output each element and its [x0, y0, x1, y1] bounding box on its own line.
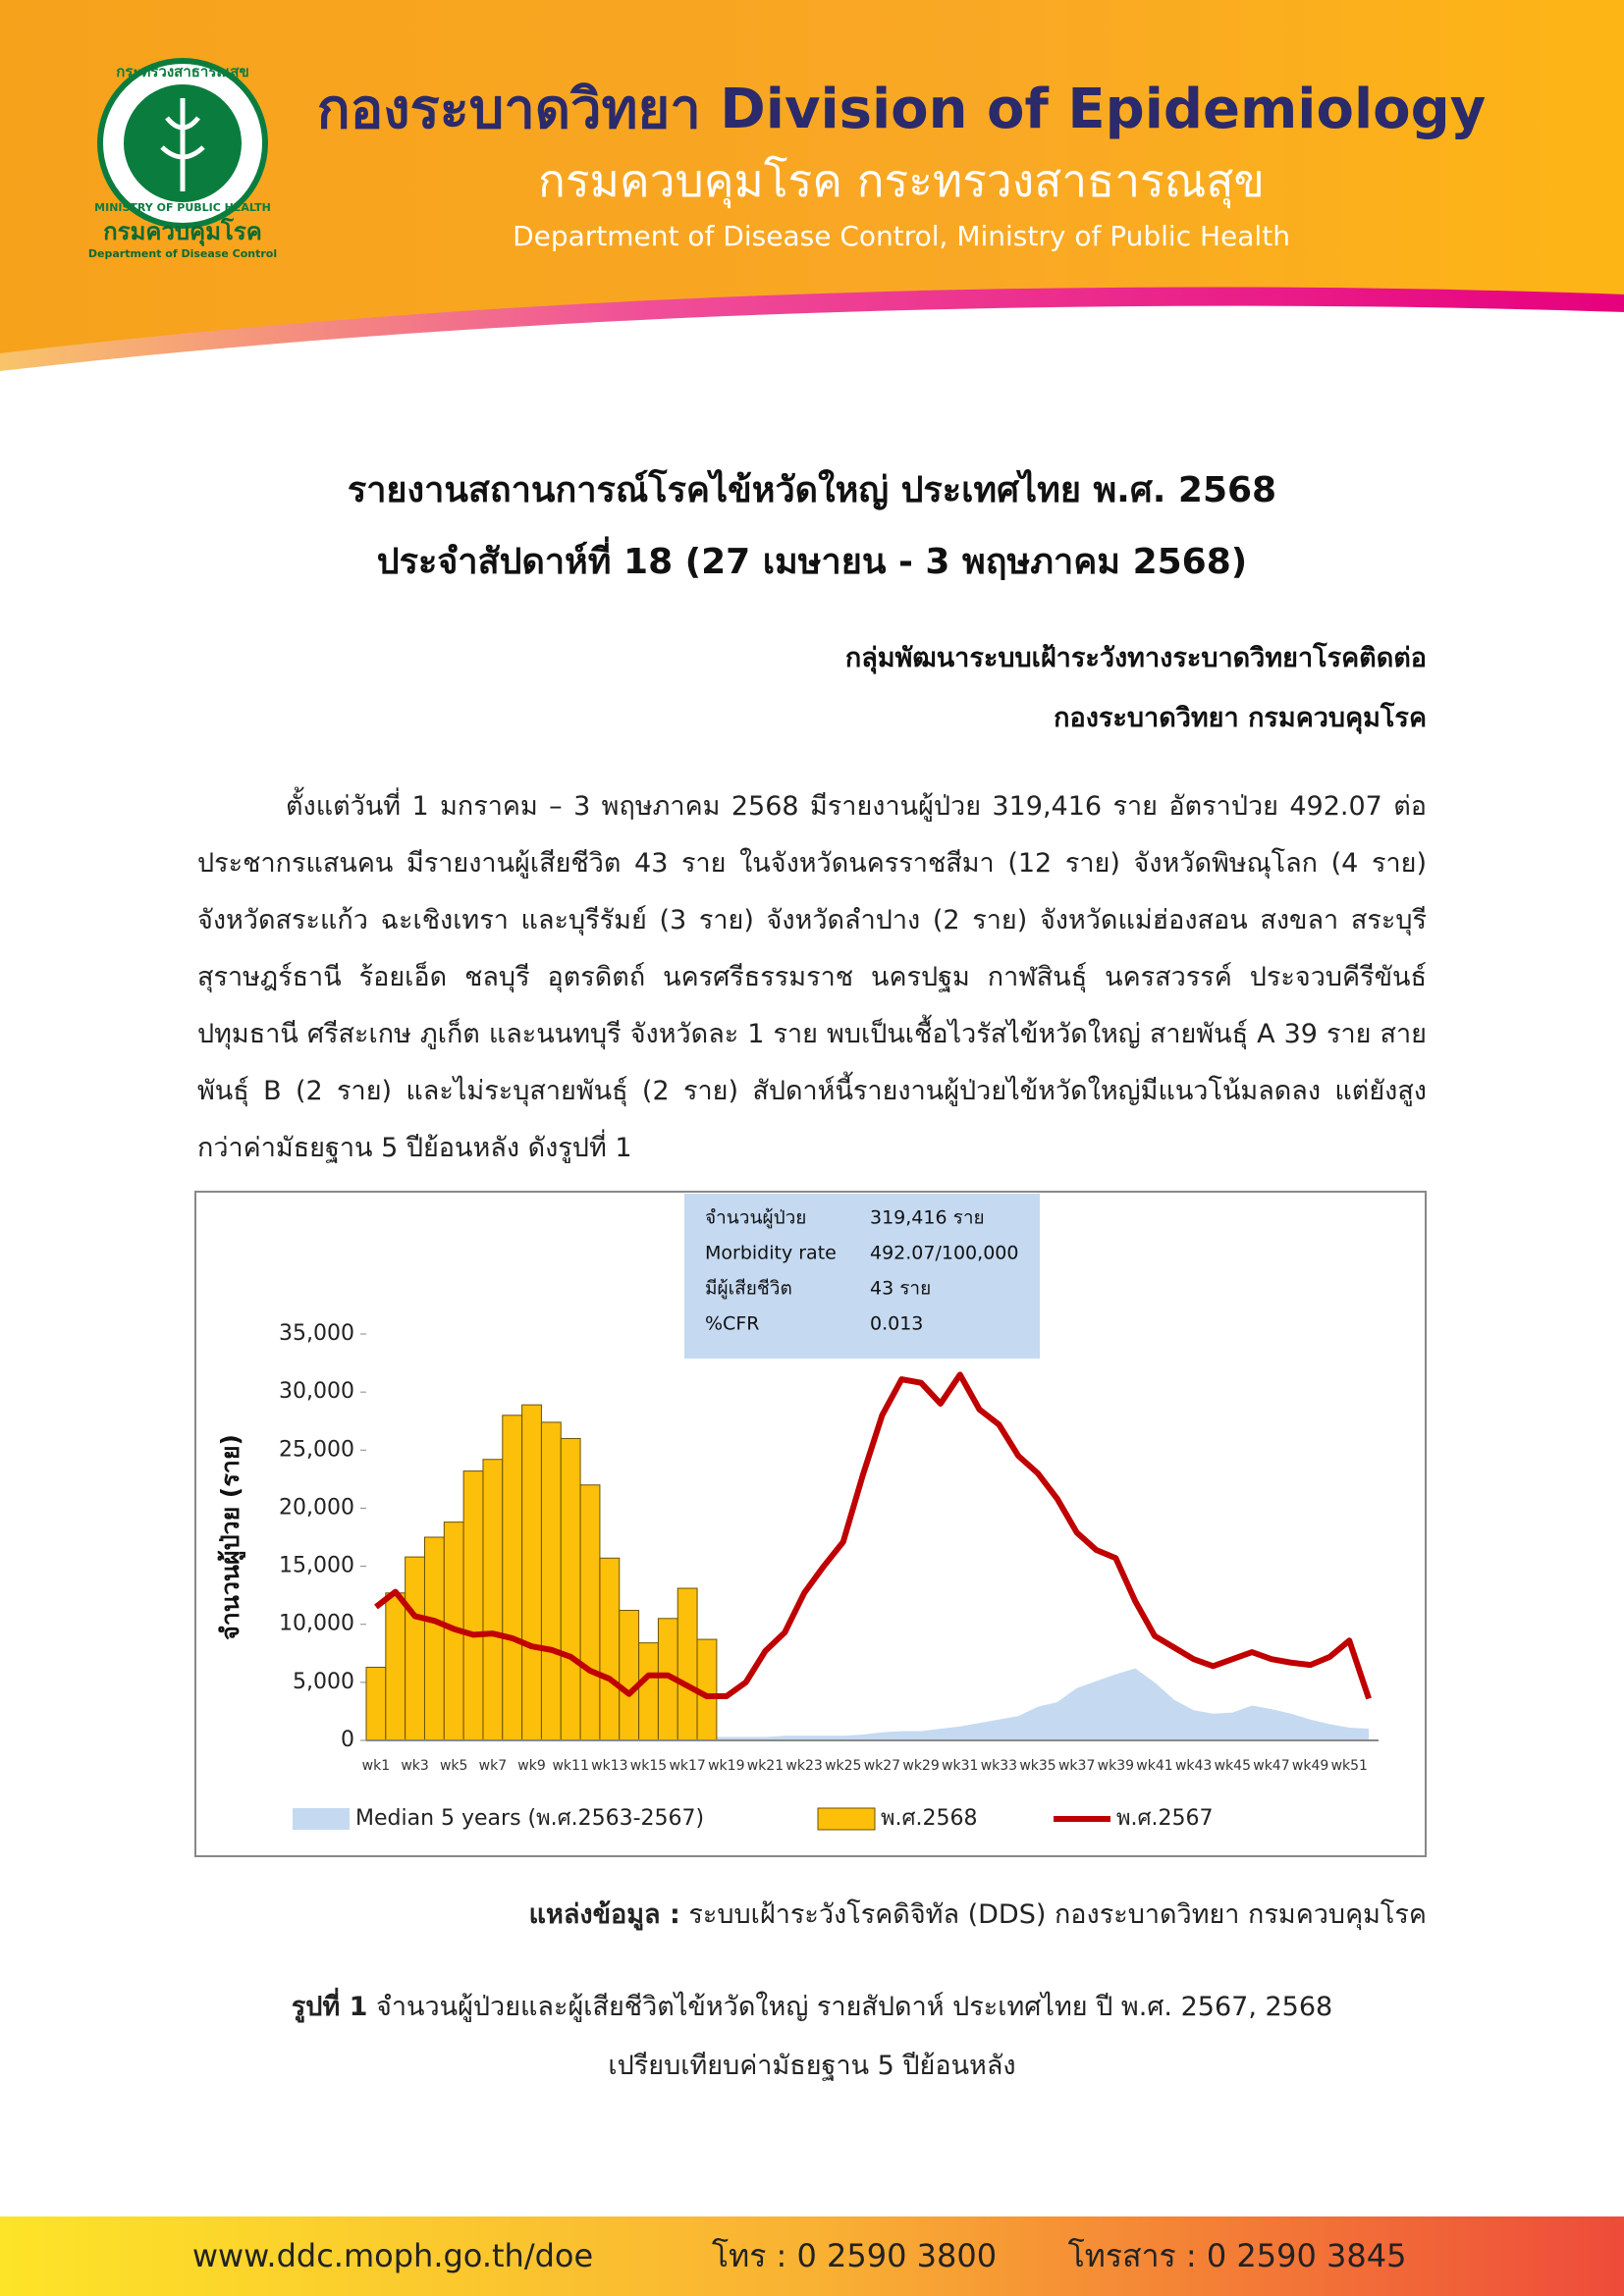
info-value: 0.013: [870, 1313, 923, 1335]
y-tick-label: 15,000: [279, 1554, 354, 1578]
info-label: %CFR: [705, 1313, 759, 1335]
caption-label: รูปที่ 1: [291, 1992, 368, 2022]
bar: [560, 1437, 581, 1741]
x-tick-label: wk29: [902, 1758, 939, 1774]
report-paragraph: ตั้งแต่วันที่ 1 มกราคม – 3 พฤษภาคม 2568 …: [197, 791, 1427, 1163]
info-box: [684, 1194, 1040, 1359]
footer-website: www.ddc.moph.go.th/doe: [192, 2237, 593, 2274]
info-label: จำนวนผู้ป่วย: [705, 1207, 806, 1229]
chart: จำนวนผู้ป่วย 319,416 ราย Morbidity rate 492…: [194, 1191, 1427, 1857]
bar: [540, 1421, 562, 1741]
header-title: กองระบาดวิทยา Division of Epidemiology: [317, 78, 1486, 141]
header-dept-en: Department of Disease Control, Ministry …: [513, 220, 1290, 252]
bar: [579, 1484, 601, 1741]
x-tick-label: wk11: [552, 1758, 588, 1774]
caption: เปรียบเทียบค่ามัธยฐาน 5 ปีย้อนหลัง: [0, 2044, 1624, 2086]
x-tick-label: wk5: [440, 1758, 467, 1774]
x-tick-label: wk19: [708, 1758, 744, 1774]
footer-phone: โทร : 0 2590 3800: [712, 2237, 997, 2274]
x-tick-label: wk9: [517, 1758, 545, 1774]
info-label: Morbidity rate: [705, 1243, 837, 1264]
x-tick-label: wk21: [747, 1758, 784, 1774]
header-curve: [0, 305, 1624, 412]
y-tick-label: 25,000: [279, 1437, 354, 1462]
bar: [677, 1587, 698, 1741]
caption-text: จำนวนผู้ป่วยและผู้เสียชีวิตไข้หวัดใหญ่ ร…: [376, 1992, 1333, 2022]
bar: [521, 1404, 542, 1741]
legend-label: Median 5 years (พ.ศ.2563-2567): [355, 1806, 704, 1831]
footer-band: [0, 2216, 1624, 2296]
header-dept-thai: กรมควบคุมโรค กระทรวงสาธารณสุข: [538, 154, 1265, 209]
x-tick-label: wk47: [1253, 1758, 1289, 1774]
y-tick-label: 10,000: [279, 1612, 354, 1636]
y-tick-label: 20,000: [279, 1495, 354, 1520]
footer-fax: โทรสาร : 0 2590 3845: [1068, 2237, 1407, 2274]
x-tick-label: wk51: [1331, 1758, 1368, 1774]
x-tick-label: wk13: [591, 1758, 627, 1774]
x-tick-label: wk39: [1098, 1758, 1134, 1774]
x-tick-label: wk23: [785, 1758, 822, 1774]
bar: [365, 1666, 387, 1741]
bar: [502, 1415, 523, 1741]
caption-text: เปรียบเทียบค่ามัธยฐาน 5 ปีย้อนหลัง: [608, 2051, 1016, 2081]
logo-emblem: [160, 98, 205, 191]
x-tick-label: wk49: [1292, 1758, 1328, 1774]
logo-arc-text: กระทรวงสาธารณสุข: [116, 63, 248, 81]
bar: [385, 1592, 406, 1741]
x-tick-label: wk1: [362, 1758, 390, 1774]
x-tick-label: wk7: [479, 1758, 507, 1774]
x-tick-label: wk17: [669, 1758, 705, 1774]
x-tick-label: wk35: [1019, 1758, 1056, 1774]
legend-label: พ.ศ.2567: [1116, 1806, 1213, 1831]
bar: [638, 1642, 659, 1741]
report-title: ประจำสัปดาห์ที่ 18 (27 เมษายน - 3 พฤษภาค…: [376, 542, 1248, 582]
legend-swatch: [293, 1808, 350, 1830]
report-title: รายงานสถานการณ์โรคไข้หวัดใหญ่ ประเทศไทย …: [347, 470, 1277, 510]
source-text: ระบบเฝ้าระวังโรคดิจิทัล (DDS) กองระบาดวิ…: [688, 1899, 1427, 1930]
bar: [423, 1536, 445, 1741]
chart-frame: จำนวนผู้ป่วย 319,416 ราย Morbidity rate 492…: [194, 1191, 1427, 1857]
x-tick-label: wk33: [981, 1758, 1017, 1774]
x-tick-label: wk3: [401, 1758, 428, 1774]
x-tick-label: wk43: [1175, 1758, 1212, 1774]
source-label: แหล่งข้อมูล :: [528, 1899, 680, 1930]
report-author: กองระบาดวิทยา กรมควบคุมโรค: [1054, 703, 1427, 733]
logo-ministry: MINISTRY OF PUBLIC HEALTH: [94, 201, 271, 214]
info-value: 492.07/100,000: [870, 1243, 1018, 1264]
logo-name-thai: กรมควบคุมโรค: [103, 217, 262, 247]
source: แหล่งข้อมูล : ระบบเฝ้าระวังโรคดิจิทัล (D…: [529, 1893, 1427, 1935]
x-tick-label: wk25: [825, 1758, 861, 1774]
y-tick-label: 5,000: [293, 1670, 354, 1694]
report-author: กลุ่มพัฒนาระบบเฝ้าระวังทางระบาดวิทยาโรคต…: [844, 643, 1427, 673]
bar: [482, 1459, 504, 1741]
info-value: 43 ราย: [870, 1278, 931, 1300]
caption: รูปที่ 1 จำนวนผู้ป่วยและผู้เสียชีวิตไข้ห…: [0, 1985, 1624, 2027]
y-tick-label: 35,000: [279, 1321, 354, 1346]
x-tick-label: wk37: [1058, 1758, 1095, 1774]
legend-label: พ.ศ.2568: [881, 1806, 977, 1831]
y-tick-label: 30,000: [279, 1379, 354, 1404]
x-tick-label: wk45: [1215, 1758, 1251, 1774]
bar: [405, 1556, 425, 1741]
bar: [619, 1610, 640, 1741]
bar: [599, 1557, 621, 1741]
x-tick-label: wk15: [630, 1758, 667, 1774]
bar: [462, 1470, 484, 1741]
logo-name-en: Department of Disease Control: [88, 247, 277, 260]
median-area: [375, 1668, 1370, 1740]
y-axis-label: จำนวนผู้ป่วย (ราย): [216, 1434, 246, 1640]
x-tick-label: wk27: [864, 1758, 900, 1774]
x-tick-label: wk41: [1136, 1758, 1172, 1774]
y-tick-label: 0: [341, 1728, 354, 1752]
line-series: [374, 1371, 1372, 1700]
legend-swatch: [817, 1807, 876, 1831]
info-label: มีผู้เสียชีวิต: [705, 1278, 792, 1300]
info-value: 319,416 ราย: [870, 1207, 985, 1229]
x-tick-label: wk31: [942, 1758, 978, 1774]
